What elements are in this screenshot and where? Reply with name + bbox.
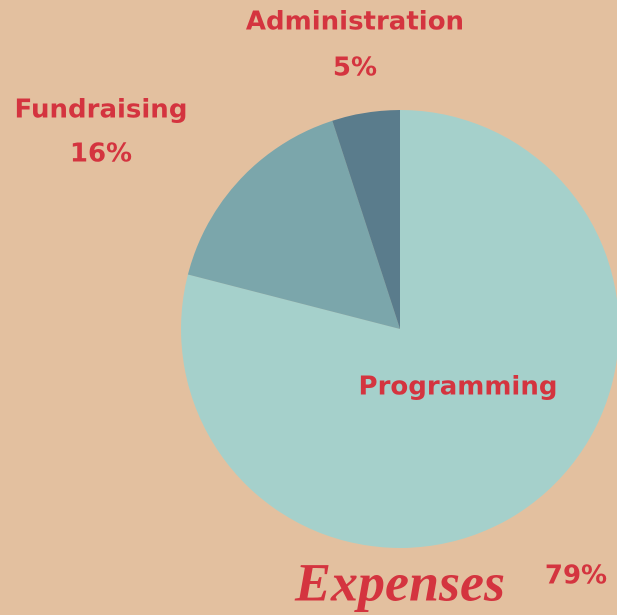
pie-slice [181, 110, 617, 548]
slice-label: Fundraising [15, 95, 188, 125]
value-label: 16% [70, 139, 132, 169]
value-label: 5% [333, 53, 377, 83]
pie-slice [187, 120, 400, 329]
chart-title: Expenses [294, 552, 505, 612]
value-label: 79% [545, 561, 607, 591]
pie-slice [332, 110, 400, 329]
slice-label: Administration [246, 7, 464, 37]
slice-label: Programming [359, 372, 558, 402]
